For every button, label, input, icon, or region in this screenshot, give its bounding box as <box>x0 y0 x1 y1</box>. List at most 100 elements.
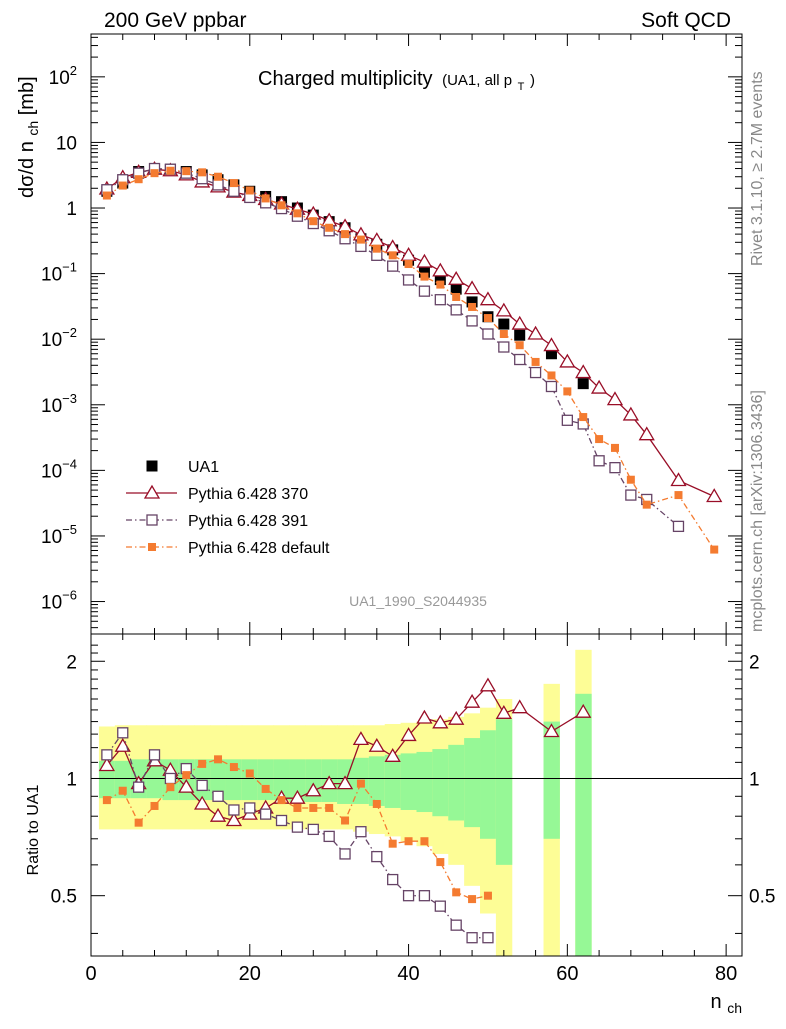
data-point <box>277 201 286 210</box>
data-point <box>387 873 399 886</box>
uncertainty-band-inner <box>495 719 513 865</box>
data-point <box>150 169 159 178</box>
data-point <box>289 789 306 804</box>
data-point <box>182 167 191 176</box>
data-point <box>293 209 302 218</box>
data-point <box>498 341 510 353</box>
data-point <box>511 699 528 714</box>
data-point <box>229 179 238 188</box>
data-point <box>355 826 367 838</box>
data-point <box>579 413 588 422</box>
data-point <box>102 796 111 805</box>
data-point <box>341 816 350 825</box>
data-point <box>638 426 655 441</box>
data-point <box>672 520 685 533</box>
data-point <box>164 772 177 785</box>
data-point <box>261 784 270 793</box>
data-point <box>198 759 207 768</box>
data-point <box>642 500 651 509</box>
data-point <box>402 274 415 286</box>
uncertainty-band-inner <box>543 721 560 839</box>
main-series <box>98 160 723 554</box>
data-point <box>118 786 127 795</box>
main-title-text: Charged multiplicity <box>258 68 433 90</box>
data-point <box>590 379 608 394</box>
data-point <box>372 799 381 808</box>
data-point <box>198 168 207 177</box>
data-point <box>452 888 461 897</box>
data-point <box>293 803 302 812</box>
ratio-series <box>98 677 592 944</box>
data-point <box>352 731 370 746</box>
header-right: Soft QCD <box>641 9 731 32</box>
data-point <box>196 779 208 792</box>
data-point <box>432 714 449 729</box>
data-point <box>261 194 270 203</box>
y-tick-exponent: −4 <box>62 456 77 471</box>
data-point <box>148 749 161 761</box>
y-tick-base: 10 <box>41 461 62 482</box>
data-point <box>388 251 397 260</box>
data-point <box>325 803 334 812</box>
data-point <box>527 325 544 340</box>
data-point <box>706 488 723 503</box>
data-point <box>498 318 510 330</box>
data-point <box>229 763 238 772</box>
data-point <box>400 727 417 742</box>
ratio-y-tick-label-right: 1 <box>749 769 760 790</box>
data-point <box>482 328 494 340</box>
main-title-sub-close: ) <box>530 72 535 89</box>
data-point <box>228 804 240 816</box>
data-point <box>277 796 286 805</box>
data-point <box>134 818 143 827</box>
legend-label: Pythia 6.428 391 <box>188 513 308 530</box>
data-point <box>321 775 338 790</box>
legend-label: Pythia 6.428 370 <box>188 486 308 503</box>
data-point <box>341 230 350 239</box>
data-point <box>225 812 243 827</box>
data-point <box>166 783 175 792</box>
data-point <box>143 484 161 499</box>
data-point <box>609 462 621 474</box>
uncertainty-band-inner <box>448 744 465 821</box>
data-point <box>531 357 540 366</box>
uncertainty-band-inner <box>575 693 592 956</box>
data-point <box>400 247 417 261</box>
data-point <box>448 710 465 725</box>
data-point <box>420 272 429 281</box>
data-point <box>146 514 158 526</box>
data-point <box>384 748 401 762</box>
main-y-tick-label: 10−5 <box>41 522 77 548</box>
data-point <box>479 291 497 306</box>
x-axis-label-text: n <box>711 991 722 1013</box>
data-point <box>418 266 430 278</box>
data-point <box>275 814 288 827</box>
data-point <box>561 414 573 426</box>
ratio-ylabel: Ratio to UA1 <box>25 785 42 876</box>
main-y-tick-label: 10−3 <box>41 391 77 417</box>
main-y-tick-label: 10−2 <box>41 325 77 351</box>
side-rivet-label: Rivet 3.1.10, ≥ 2.7M events <box>749 71 766 266</box>
data-point <box>368 737 385 752</box>
data-point <box>117 727 129 739</box>
y-tick-base: 1 <box>66 199 77 220</box>
x-tick-label: 80 <box>715 963 737 985</box>
data-point <box>468 302 477 311</box>
data-point <box>466 932 478 944</box>
series-line <box>106 168 715 498</box>
y-tick-exponent: −5 <box>62 522 77 537</box>
data-point <box>483 314 492 323</box>
data-point <box>515 341 524 350</box>
x-tick-label: 20 <box>239 963 261 985</box>
data-point <box>575 364 592 379</box>
main-title-sub-index: T <box>518 81 525 93</box>
y-tick-base: 10 <box>41 527 62 548</box>
data-point <box>450 304 462 316</box>
data-point <box>434 274 446 286</box>
data-point <box>134 175 143 184</box>
main-ylabel-unit: [mb] <box>16 76 38 115</box>
data-point <box>212 179 224 191</box>
data-point <box>448 270 465 285</box>
data-point <box>182 771 191 780</box>
